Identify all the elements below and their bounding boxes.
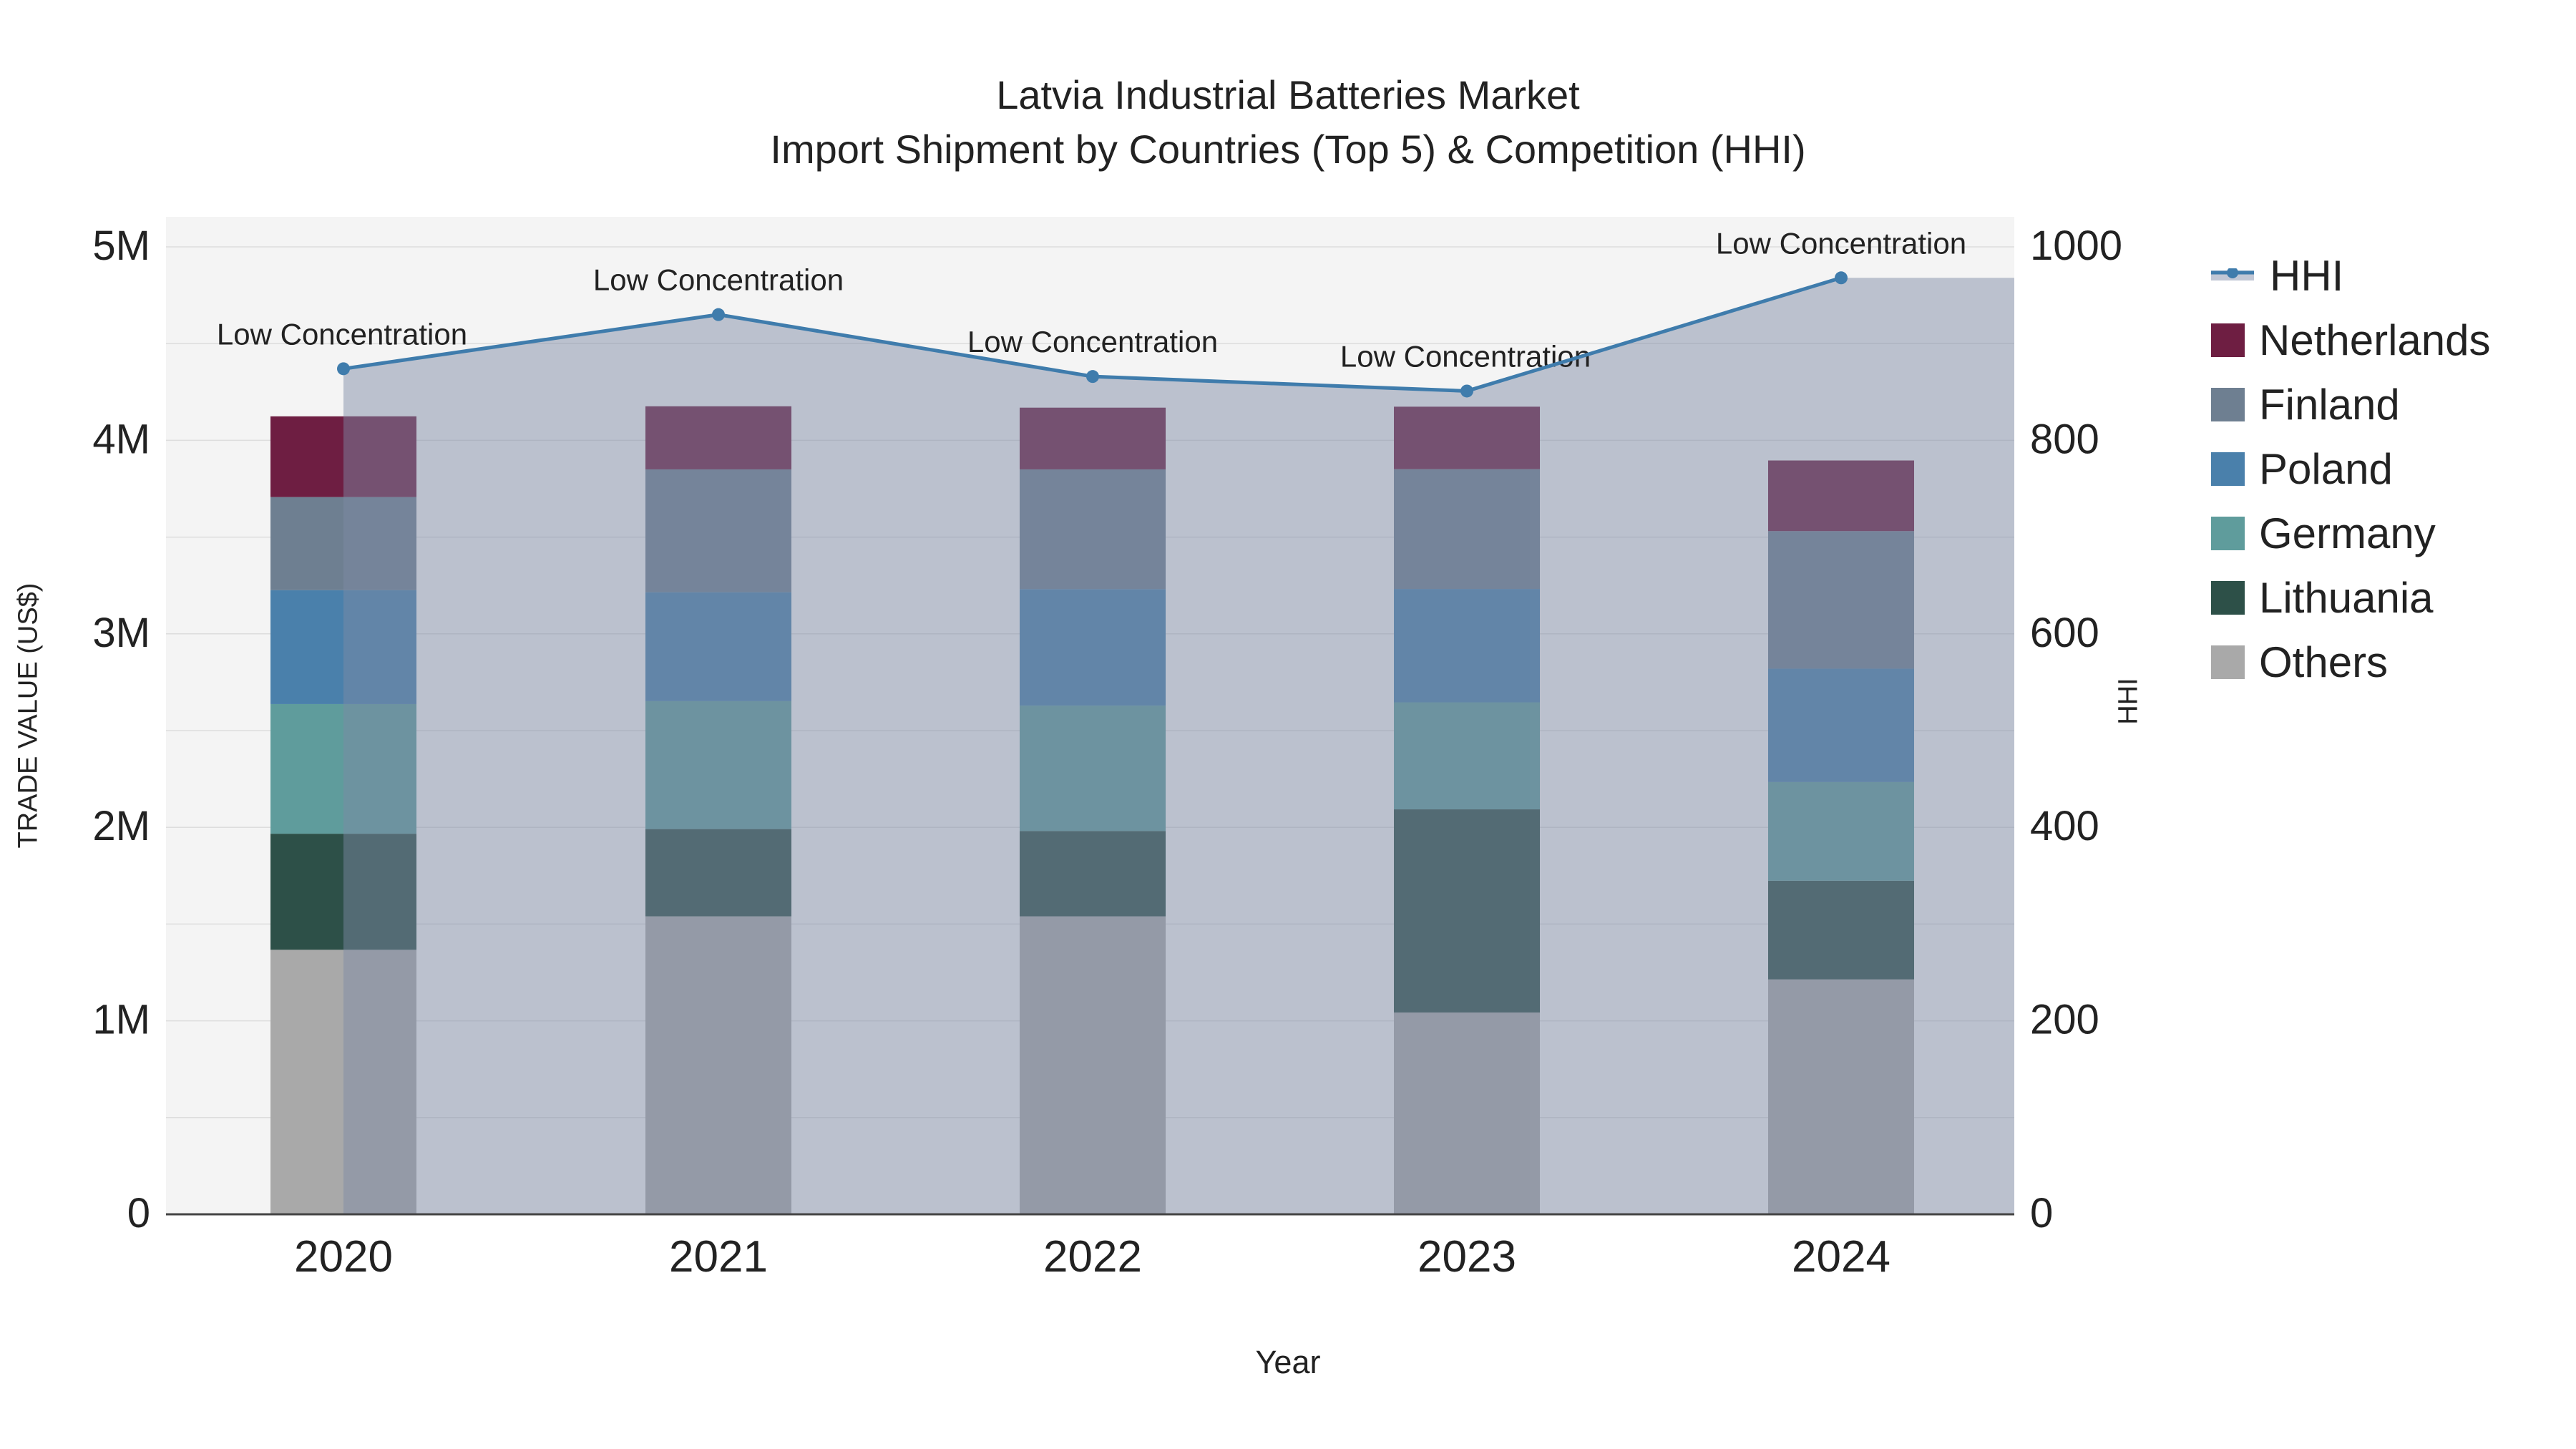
svg-text:0: 0 — [2030, 1190, 2053, 1236]
svg-text:1000: 1000 — [2030, 223, 2122, 269]
svg-text:2022: 2022 — [1043, 1232, 1142, 1282]
svg-text:2M: 2M — [92, 803, 150, 849]
svg-text:5M: 5M — [92, 223, 150, 269]
svg-text:Low Concentration: Low Concentration — [1716, 226, 1966, 260]
svg-text:Low Concentration: Low Concentration — [593, 263, 844, 297]
svg-text:800: 800 — [2030, 416, 2099, 462]
svg-text:600: 600 — [2030, 610, 2099, 656]
svg-text:0: 0 — [127, 1190, 150, 1236]
svg-text:3M: 3M — [92, 610, 150, 656]
svg-text:400: 400 — [2030, 803, 2099, 849]
svg-text:Low Concentration: Low Concentration — [967, 325, 1218, 358]
svg-text:1M: 1M — [92, 997, 150, 1043]
svg-text:Low Concentration: Low Concentration — [1340, 339, 1591, 373]
svg-text:2021: 2021 — [669, 1232, 768, 1282]
svg-text:2023: 2023 — [1418, 1232, 1516, 1282]
svg-text:4M: 4M — [92, 416, 150, 462]
svg-text:200: 200 — [2030, 997, 2099, 1043]
svg-text:2020: 2020 — [294, 1232, 393, 1282]
svg-text:2024: 2024 — [1792, 1232, 1890, 1282]
svg-text:Low Concentration: Low Concentration — [217, 317, 467, 351]
